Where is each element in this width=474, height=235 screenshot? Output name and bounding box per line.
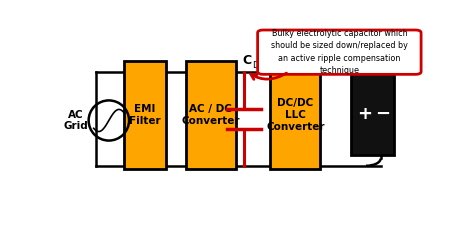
- Text: Bulky electrolytic capacitor which
should be sized down/replaced by
an active ri: Bulky electrolytic capacitor which shoul…: [271, 29, 408, 75]
- Text: C: C: [242, 54, 251, 67]
- Text: DC/DC
LLC
Converter: DC/DC LLC Converter: [266, 98, 325, 132]
- Bar: [124, 61, 166, 169]
- Bar: [381, 67, 389, 73]
- Text: EMI
Filter: EMI Filter: [129, 104, 161, 126]
- Text: +: +: [357, 105, 372, 123]
- Bar: [186, 61, 236, 169]
- Text: DC: DC: [252, 61, 265, 70]
- Bar: [351, 73, 393, 155]
- Text: AC / DC
Converter: AC / DC Converter: [182, 104, 240, 126]
- Bar: [271, 61, 320, 169]
- Text: −: −: [375, 105, 390, 123]
- Text: AC
Grid: AC Grid: [64, 110, 88, 131]
- Bar: [356, 67, 364, 73]
- FancyBboxPatch shape: [258, 30, 421, 74]
